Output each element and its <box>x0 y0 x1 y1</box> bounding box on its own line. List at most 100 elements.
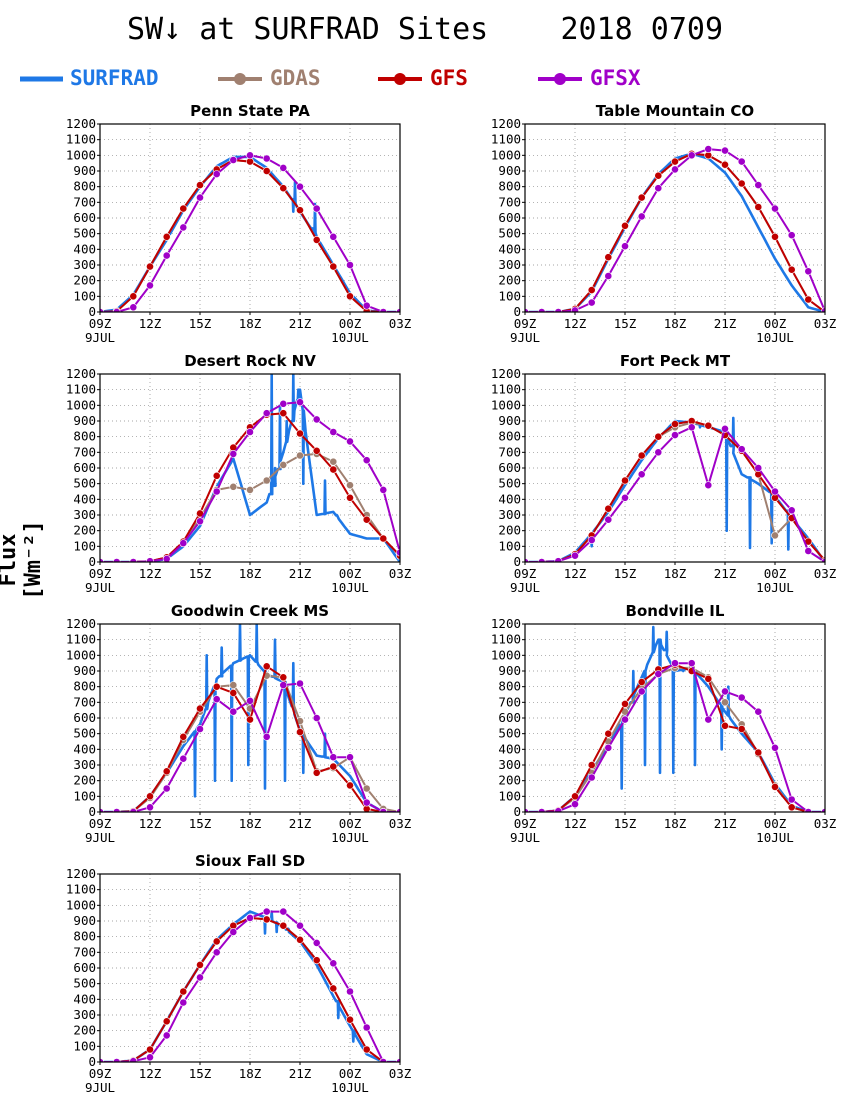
x-tick-label: 09Z <box>89 1066 112 1081</box>
y-tick-label: 800 <box>73 679 96 694</box>
data-point <box>279 184 288 193</box>
x-tick-label: 21Z <box>714 816 737 831</box>
data-point <box>379 808 388 812</box>
legend: SURFRAD GDAS GFS GFSX <box>0 0 850 110</box>
y-tick-label: 700 <box>73 944 96 959</box>
data-point <box>196 704 204 713</box>
data-point <box>296 935 304 944</box>
data-point <box>196 725 204 733</box>
data-point <box>146 262 154 271</box>
y-tick-label: 300 <box>498 757 521 772</box>
data-point <box>604 515 613 524</box>
y-tick-label: 100 <box>73 538 96 553</box>
series-gfsx <box>525 145 825 312</box>
data-point <box>671 157 679 166</box>
data-point <box>754 464 763 472</box>
x-date-label: 10JUL <box>756 330 794 345</box>
y-tick-label: 500 <box>498 226 521 241</box>
x-tick-label: 12Z <box>564 816 587 831</box>
data-point <box>721 698 729 707</box>
data-point <box>604 743 613 752</box>
plot-area <box>100 151 400 312</box>
data-point <box>262 662 271 671</box>
x-date-label: 10JUL <box>756 830 794 845</box>
data-point <box>671 431 679 439</box>
data-point <box>654 670 663 678</box>
x-tick-label: 18Z <box>664 566 687 581</box>
panel-title: Goodwin Creek MS <box>171 602 329 620</box>
data-point <box>162 555 171 562</box>
y-tick-label: 100 <box>73 288 96 303</box>
y-tick-label: 100 <box>498 288 521 303</box>
data-point <box>279 921 288 930</box>
data-point <box>162 767 171 776</box>
y-tick-label: 100 <box>73 788 96 803</box>
y-tick-label: 300 <box>73 1007 96 1022</box>
y-tick-label: 400 <box>73 991 96 1006</box>
panel-goodwin-creek-ms: Goodwin Creek MS 010020030040050060070080… <box>66 602 412 845</box>
x-tick-label: 00Z <box>339 316 362 331</box>
data-point <box>537 808 546 812</box>
data-point <box>279 163 288 172</box>
data-point <box>246 715 254 724</box>
data-point <box>754 707 763 716</box>
series-gfsx <box>525 423 825 562</box>
y-tick-label: 1000 <box>66 147 96 162</box>
data-point <box>329 428 338 436</box>
x-tick-label: 15Z <box>614 566 637 581</box>
y-tick-label: 1100 <box>491 382 521 397</box>
data-point <box>329 465 338 474</box>
data-point <box>346 753 354 762</box>
data-point <box>704 481 713 490</box>
x-tick-label: 18Z <box>664 316 687 331</box>
x-tick-label: 03Z <box>389 566 412 581</box>
plot-area <box>100 624 400 812</box>
y-tick-label: 300 <box>73 257 96 272</box>
y-tick-label: 1100 <box>66 882 96 897</box>
y-tick-label: 600 <box>73 710 96 725</box>
x-tick-label: 21Z <box>289 566 312 581</box>
data-point <box>262 167 271 175</box>
data-point <box>704 715 713 724</box>
data-point <box>279 399 288 408</box>
y-tick-label: 900 <box>73 913 96 928</box>
y-tick-label: 300 <box>498 257 521 272</box>
y-tick-label: 1100 <box>66 132 96 147</box>
data-point <box>621 700 629 708</box>
panel-title: Bondville IL <box>626 602 725 620</box>
data-point <box>212 948 221 957</box>
y-tick-label: 400 <box>73 741 96 756</box>
x-date-label: 9JUL <box>85 830 115 845</box>
y-tick-label: 1100 <box>491 632 521 647</box>
y-tick-label: 1200 <box>491 366 521 381</box>
y-tick-label: 1100 <box>66 382 96 397</box>
data-point <box>537 558 546 562</box>
plot-frame <box>99 873 401 1063</box>
x-tick-label: 09Z <box>89 316 112 331</box>
data-point <box>179 754 188 763</box>
legend-swatch-gfs <box>378 73 422 85</box>
legend-label-surfrad: SURFRAD <box>70 66 159 90</box>
data-point <box>737 157 746 166</box>
data-point <box>721 146 729 155</box>
x-tick-label: 00Z <box>764 566 787 581</box>
data-point <box>262 732 271 741</box>
plot-frame <box>524 123 826 313</box>
x-tick-label: 09Z <box>89 566 112 581</box>
data-point <box>262 907 271 916</box>
data-point <box>246 151 254 160</box>
y-tick-label: 700 <box>498 694 521 709</box>
data-point <box>179 539 188 548</box>
data-point <box>362 456 371 465</box>
x-tick-label: 15Z <box>614 316 637 331</box>
x-date-label: 10JUL <box>331 1080 369 1095</box>
data-point <box>146 1045 154 1054</box>
x-tick-label: 03Z <box>389 816 412 831</box>
data-point <box>146 803 154 812</box>
data-point <box>671 659 679 668</box>
data-point <box>804 547 813 555</box>
data-point <box>771 783 779 791</box>
x-tick-label: 18Z <box>239 566 262 581</box>
y-tick-label: 600 <box>498 210 521 225</box>
x-tick-label: 12Z <box>139 566 162 581</box>
